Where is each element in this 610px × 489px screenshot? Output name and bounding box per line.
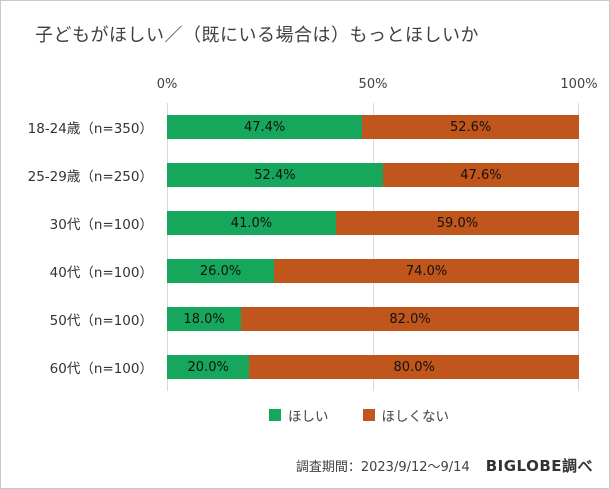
bar-track: 20.0% 80.0% — [167, 355, 579, 379]
axis-tick-0: 0% — [156, 77, 178, 92]
category-label: 25-29歳（n=250） — [27, 169, 153, 185]
bar-segment-want: 26.0% — [167, 259, 275, 283]
legend-label-want: ほしい — [288, 409, 329, 425]
bar-segment-notwant: 52.6% — [362, 115, 579, 139]
bar-track: 52.4% 47.6% — [167, 163, 579, 187]
axis-tick-row: 0% 50% 100% — [157, 77, 598, 97]
bar-segment-want: 20.0% — [167, 355, 250, 379]
axis-label-spacer — [19, 77, 167, 97]
footer: 調査期間：2023/9/12～9/14 BIGLOBE調べ — [296, 455, 593, 476]
chart-rows: 18-24歳（n=350） 47.4% 52.6% 25-29歳（n=250） … — [19, 103, 579, 391]
chart-row: 50代（n=100） 18.0% 82.0% — [19, 295, 579, 343]
bar-segment-want: 41.0% — [167, 211, 336, 235]
bar-segment-notwant: 80.0% — [249, 355, 579, 379]
bar-track: 47.4% 52.6% — [167, 115, 579, 139]
bar-segment-want: 52.4% — [167, 163, 383, 187]
axis-tick-100: 100% — [560, 77, 598, 92]
chart-row: 60代（n=100） 20.0% 80.0% — [19, 343, 579, 391]
bar-value-want: 20.0% — [187, 359, 229, 375]
bar-segment-notwant: 82.0% — [241, 307, 579, 331]
bar-segment-notwant: 59.0% — [335, 211, 579, 235]
bar-segment-notwant: 74.0% — [274, 259, 579, 283]
bar-value-notwant: 74.0% — [405, 263, 448, 279]
legend-label-notwant: ほしくない — [381, 409, 450, 425]
category-label: 40代（n=100） — [49, 265, 153, 281]
legend-swatch-want — [269, 409, 281, 421]
chart-row: 30代（n=100） 41.0% 59.0% — [19, 199, 579, 247]
bar-value-notwant: 82.0% — [389, 311, 431, 327]
legend-item-want: ほしい — [269, 405, 329, 425]
legend: ほしい ほしくない — [139, 405, 579, 425]
axis-tick-50: 50% — [358, 77, 388, 92]
bar-track: 41.0% 59.0% — [167, 211, 579, 235]
chart-row: 18-24歳（n=350） 47.4% 52.6% — [19, 103, 579, 151]
plot-region: 18-24歳（n=350） 47.4% 52.6% 25-29歳（n=250） … — [19, 103, 579, 391]
bar-track: 26.0% 74.0% — [167, 259, 579, 283]
bar-value-want: 41.0% — [230, 215, 273, 231]
bar-segment-want: 18.0% — [167, 307, 242, 331]
bar-segment-notwant: 47.6% — [382, 163, 579, 187]
category-label: 60代（n=100） — [49, 361, 153, 377]
bar-value-want: 47.4% — [243, 119, 286, 135]
chart-area: 0% 50% 100% 18-24歳（n=350） 47.4% 52.6% 25… — [19, 77, 598, 425]
chart-row: 40代（n=100） 26.0% 74.0% — [19, 247, 579, 295]
bar-value-notwant: 59.0% — [436, 215, 479, 231]
x-axis: 0% 50% 100% — [19, 77, 598, 97]
legend-item-notwant: ほしくない — [362, 405, 450, 425]
bar-value-notwant: 47.6% — [460, 167, 502, 183]
category-label: 18-24歳（n=350） — [27, 121, 153, 137]
category-label: 30代（n=100） — [49, 217, 153, 233]
bar-track: 18.0% 82.0% — [167, 307, 579, 331]
bar-value-want: 52.4% — [254, 167, 296, 183]
bar-value-want: 26.0% — [199, 263, 242, 279]
chart-title: 子どもがほしい／（既にいる場合は）もっとほしいか — [35, 25, 479, 46]
survey-period-text: 調査期間：2023/9/12～9/14 — [295, 460, 470, 475]
bar-segment-want: 47.4% — [167, 115, 363, 139]
category-label: 50代（n=100） — [49, 313, 153, 329]
bar-value-notwant: 52.6% — [449, 119, 492, 135]
chart-row: 25-29歳（n=250） 52.4% 47.6% — [19, 151, 579, 199]
source-credit: BIGLOBE調べ — [485, 457, 593, 475]
bar-value-notwant: 80.0% — [393, 359, 435, 375]
legend-swatch-notwant — [362, 409, 375, 421]
bar-value-want: 18.0% — [183, 311, 225, 327]
